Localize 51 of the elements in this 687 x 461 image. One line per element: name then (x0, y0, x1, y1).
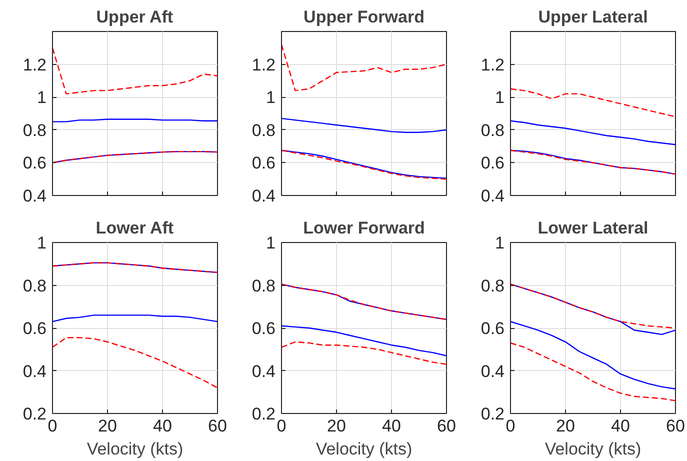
x-tick-label: 40 (611, 416, 630, 436)
y-tick-label: 0.4 (22, 186, 47, 206)
x-tick-label: 60 (437, 416, 456, 436)
chart-title: Upper Lateral (538, 8, 648, 26)
x-tick-label: 0 (506, 416, 516, 436)
y-tick-label: 0.8 (22, 276, 47, 296)
y-tick-label: 0.4 (22, 362, 47, 381)
x-tick-label: 60 (666, 416, 685, 436)
y-tick-label: 0.8 (480, 276, 505, 296)
x-axis-title: Velocity (kts) (544, 440, 642, 458)
x-tick-label: 0 (48, 416, 58, 436)
x-tick-label: 20 (98, 416, 117, 436)
y-tick-label: 0.6 (480, 154, 505, 173)
chart-title: Lower Forward (303, 218, 425, 238)
x-axis-title: Velocity (kts) (86, 440, 184, 458)
y-tick-label: 0.2 (480, 404, 505, 424)
y-tick-label: 1 (266, 88, 276, 108)
y-tick-label: 0.4 (252, 186, 276, 206)
y-tick-label: 0.8 (22, 120, 47, 140)
y-tick-label: 0.8 (480, 120, 505, 140)
y-tick-label: 0.4 (480, 362, 505, 381)
y-tick-label: 0.6 (22, 154, 47, 173)
chart-title: Upper Aft (96, 8, 174, 26)
chart-title: Upper Forward (304, 8, 424, 26)
y-tick-label: 0.4 (480, 186, 505, 206)
x-tick-label: 0 (276, 416, 286, 436)
x-tick-label: 60 (208, 416, 227, 436)
y-tick-label: 1 (37, 88, 47, 108)
y-tick-label: 0.4 (252, 362, 276, 381)
chart-title: Lower Lateral (538, 218, 648, 238)
y-tick-label: 1 (37, 234, 47, 252)
x-axis-title: Velocity (kts) (316, 440, 412, 458)
y-tick-label: 0.6 (480, 319, 505, 338)
y-tick-label: 1.2 (480, 55, 505, 74)
y-tick-label: 0.8 (252, 120, 276, 140)
y-tick-label: 0.6 (22, 319, 47, 338)
chart-title: Lower Aft (96, 218, 174, 238)
y-tick-label: 0.6 (252, 154, 276, 173)
y-tick-label: 1.2 (22, 55, 47, 74)
x-tick-label: 40 (382, 416, 401, 436)
y-tick-label: 1 (266, 234, 276, 252)
y-tick-label: 0.2 (22, 404, 47, 424)
x-tick-label: 20 (556, 416, 575, 436)
y-tick-label: 0.6 (252, 319, 276, 338)
x-tick-label: 40 (153, 416, 172, 436)
y-tick-label: 1 (495, 88, 505, 108)
y-tick-label: 1 (495, 234, 505, 252)
y-tick-label: 0.2 (252, 404, 276, 424)
y-tick-label: 0.8 (252, 276, 276, 296)
x-tick-label: 20 (327, 416, 346, 436)
y-tick-label: 1.2 (252, 55, 276, 74)
